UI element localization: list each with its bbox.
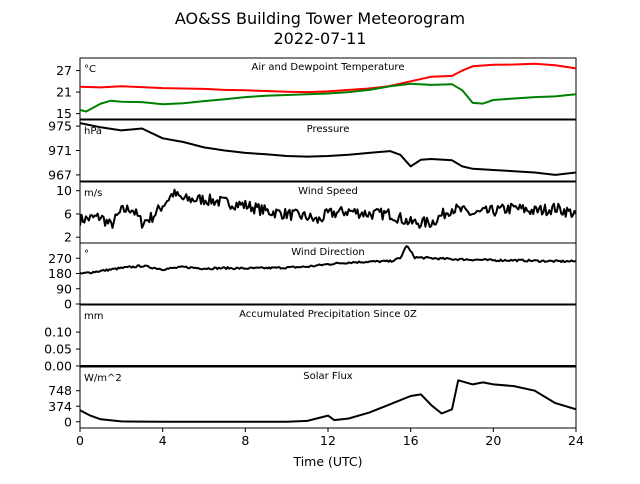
x-tick-label: 0 xyxy=(76,433,84,448)
x-tick-label: 20 xyxy=(485,433,501,448)
panel-unit-label: mm xyxy=(84,311,103,322)
panel-title: Accumulated Precipitation Since 0Z xyxy=(239,309,417,320)
panel-unit-label: W/m^2 xyxy=(84,373,122,384)
y-tick-label: 90 xyxy=(56,281,72,296)
y-tick-label: 27 xyxy=(56,63,72,78)
series-line-temp-0 xyxy=(80,62,576,94)
panel-unit-label: m/s xyxy=(84,188,102,199)
panel-precip: 0.00 0.05 0.10 mm Accumulated Precipitation … xyxy=(44,304,577,374)
panel-unit-label: hPa xyxy=(84,126,102,137)
panel-pressure: 967 971 975 hPa Pressure xyxy=(48,119,577,182)
panel-title: Solar Flux xyxy=(303,371,353,382)
y-tick-label: 975 xyxy=(48,119,72,134)
y-tick-label: 971 xyxy=(48,143,72,158)
x-tick-label: 24 xyxy=(568,433,584,448)
y-tick-label: 2 xyxy=(64,230,72,245)
x-tick-label: 12 xyxy=(320,433,336,448)
y-tick-label: 967 xyxy=(48,167,72,182)
x-tick-label: 8 xyxy=(241,433,249,448)
panel-title: Pressure xyxy=(307,124,350,135)
x-tick-label: 16 xyxy=(403,433,419,448)
panel-unit-label: °C xyxy=(84,64,96,75)
panel-frame xyxy=(79,57,577,120)
panel-unit-label: ° xyxy=(84,249,89,260)
panel-wind_speed: 2 6 10 m/s Wind Speed xyxy=(56,181,577,245)
y-tick-label: 0.05 xyxy=(44,342,72,357)
y-tick-label: 6 xyxy=(64,206,72,221)
y-tick-label: 374 xyxy=(48,399,72,414)
x-axis: 0 4 8 12 16 20 24 xyxy=(76,428,584,448)
y-tick-label: 10 xyxy=(56,183,72,198)
series-line-solar-0 xyxy=(80,379,576,423)
panel-title: Air and Dewpoint Temperature xyxy=(252,62,405,73)
series-line-wind_speed-0 xyxy=(80,188,576,229)
y-tick-label: 748 xyxy=(48,383,72,398)
series-line-pressure-0 xyxy=(80,122,576,176)
panel-title: Wind Speed xyxy=(298,186,358,197)
y-tick-label: 180 xyxy=(48,266,72,281)
series-line-wind_dir-0 xyxy=(80,245,576,275)
x-axis-label: Time (UTC) xyxy=(292,454,362,469)
panel-temp: 15 21 27 °C Air and Dewpoint Temperature xyxy=(56,57,577,121)
panel-title: Wind Direction xyxy=(291,247,365,258)
chart-subtitle: 2022-07-11 xyxy=(274,29,367,48)
y-tick-label: 21 xyxy=(56,85,72,100)
y-tick-label: 0.00 xyxy=(44,359,72,374)
series-line-temp-1 xyxy=(80,82,576,113)
y-tick-label: 0.10 xyxy=(44,325,72,340)
y-tick-label: 15 xyxy=(56,106,72,121)
y-tick-label: 0 xyxy=(64,414,72,429)
y-tick-label: 270 xyxy=(48,251,72,266)
y-tick-label: 0 xyxy=(64,297,72,312)
chart-title: AO&SS Building Tower Meteorogram xyxy=(175,9,465,28)
x-tick-label: 4 xyxy=(159,433,167,448)
